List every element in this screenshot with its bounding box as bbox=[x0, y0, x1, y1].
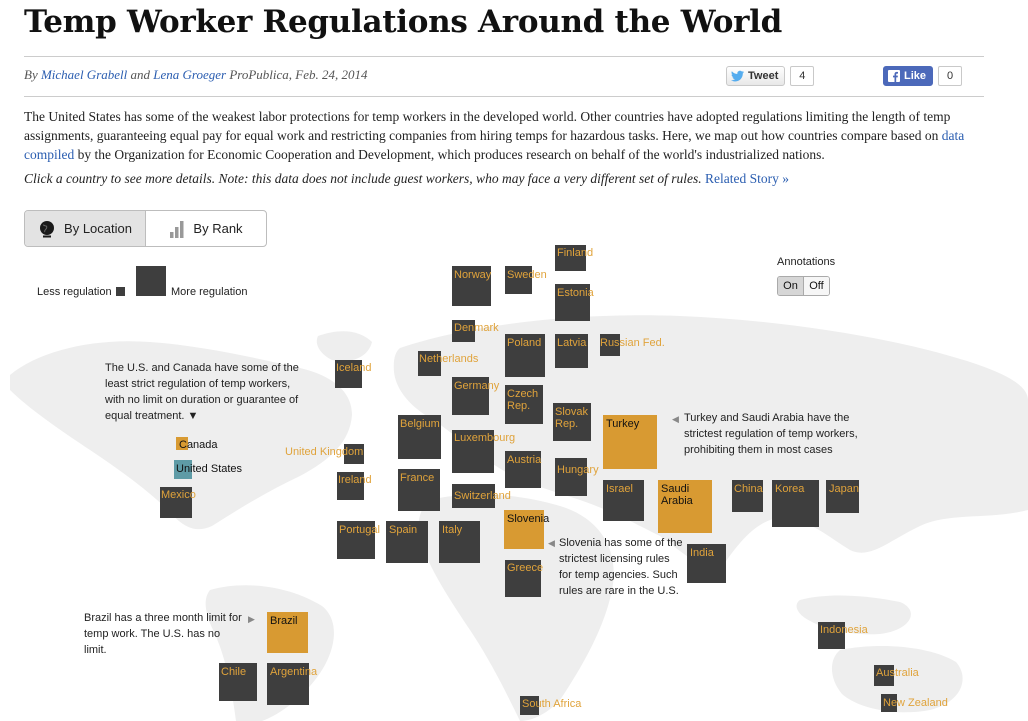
callout-us-canada: The U.S. and Canada have some of the lea… bbox=[105, 362, 299, 422]
country-latvia[interactable] bbox=[555, 334, 588, 368]
country-germany[interactable] bbox=[452, 377, 489, 415]
annotations-on-button[interactable]: On bbox=[778, 277, 804, 295]
country-india[interactable] bbox=[687, 544, 726, 583]
country-new-zealand[interactable] bbox=[881, 694, 897, 712]
intro-text-2: by the Organization for Economic Coopera… bbox=[77, 147, 825, 162]
tweet-label: Tweet bbox=[748, 70, 779, 82]
annotations-off-button[interactable]: Off bbox=[804, 277, 829, 295]
byline-source-date: ProPublica, Feb. 24, 2014 bbox=[229, 67, 368, 82]
intro-paragraph: The United States has some of the weakes… bbox=[24, 107, 984, 164]
like-label: Like bbox=[904, 70, 927, 82]
byline-prefix: By bbox=[24, 67, 38, 82]
tweet-count: 4 bbox=[790, 66, 815, 86]
author-link-grabell[interactable]: Michael Grabell bbox=[40, 67, 128, 82]
country-korea[interactable] bbox=[772, 480, 819, 527]
data-compiled-link[interactable]: data compiled bbox=[24, 128, 965, 162]
country-czech-rep[interactable] bbox=[505, 385, 543, 424]
legend-small-square bbox=[116, 287, 125, 296]
country-turkey[interactable] bbox=[603, 415, 657, 469]
country-denmark[interactable] bbox=[452, 320, 475, 342]
country-norway[interactable] bbox=[452, 266, 491, 306]
twitter-bird-icon bbox=[731, 70, 744, 82]
callout-arrow-slovenia-icon: ◀ bbox=[548, 538, 555, 548]
annotations-switch: On Off bbox=[777, 276, 830, 296]
country-ireland[interactable] bbox=[337, 472, 364, 500]
legend-less-label: Less regulation bbox=[37, 286, 112, 298]
instruction-note: Click a country to see more details. Not… bbox=[24, 171, 984, 187]
globe-icon bbox=[40, 220, 55, 237]
callout-slovenia: Slovenia has some of the strictest licen… bbox=[559, 537, 683, 597]
country-italy[interactable] bbox=[439, 521, 480, 563]
country-netherlands[interactable] bbox=[418, 351, 441, 376]
like-count: 0 bbox=[938, 66, 963, 86]
annotations-label: Annotations bbox=[777, 256, 836, 268]
like-widget: Like 0 bbox=[883, 66, 963, 86]
country-canada[interactable] bbox=[176, 437, 188, 450]
country-sweden[interactable] bbox=[505, 266, 532, 294]
country-spain[interactable] bbox=[386, 521, 428, 563]
country-greece[interactable] bbox=[505, 560, 541, 597]
country-indonesia[interactable] bbox=[818, 622, 845, 649]
country-portugal[interactable] bbox=[337, 521, 375, 559]
callout-brazil: Brazil has a three month limit for temp … bbox=[84, 612, 242, 656]
country-mexico[interactable] bbox=[160, 487, 192, 518]
country-slovenia[interactable] bbox=[504, 510, 544, 549]
by-location-label: By Location bbox=[64, 221, 132, 236]
facebook-icon bbox=[888, 70, 900, 82]
country-switzerland[interactable] bbox=[452, 484, 495, 508]
country-belgium[interactable] bbox=[398, 415, 441, 459]
country-south-africa[interactable] bbox=[520, 696, 539, 715]
bar-chart-icon bbox=[170, 220, 184, 238]
country-slovak-rep[interactable] bbox=[553, 403, 591, 441]
country-brazil[interactable] bbox=[267, 612, 308, 653]
country-argentina[interactable] bbox=[267, 663, 309, 705]
callout-arrow-turkey-icon: ◀ bbox=[672, 414, 679, 424]
byline: By Michael Grabell and Lena Groeger ProP… bbox=[24, 67, 368, 83]
country-japan[interactable] bbox=[826, 480, 859, 513]
country-estonia[interactable] bbox=[555, 284, 590, 321]
country-united-kingdom[interactable] bbox=[344, 444, 364, 464]
view-toggle: By Location By Rank bbox=[24, 210, 267, 247]
country-israel[interactable] bbox=[603, 480, 644, 521]
callout-arrow-brazil-icon: ▶ bbox=[248, 614, 255, 624]
country-france[interactable] bbox=[398, 469, 440, 511]
country-poland[interactable] bbox=[505, 334, 545, 377]
country-iceland[interactable] bbox=[335, 360, 362, 388]
country-saudi-arabia[interactable] bbox=[658, 480, 712, 533]
tweet-button[interactable]: Tweet bbox=[726, 66, 786, 86]
country-russian-fed[interactable] bbox=[600, 334, 620, 356]
byline-divider bbox=[24, 96, 984, 97]
tweet-widget: Tweet 4 bbox=[726, 66, 815, 86]
note-text: Click a country to see more details. Not… bbox=[24, 171, 702, 186]
country-luxembourg[interactable] bbox=[452, 430, 494, 473]
by-rank-label: By Rank bbox=[193, 221, 243, 236]
like-button[interactable]: Like bbox=[883, 66, 934, 86]
country-australia[interactable] bbox=[874, 665, 894, 686]
byline-and: and bbox=[130, 67, 151, 82]
header-divider bbox=[24, 56, 984, 57]
country-hungary[interactable] bbox=[555, 458, 587, 496]
country-chile[interactable] bbox=[219, 663, 257, 701]
callout-turkey-saudi: Turkey and Saudi Arabia have the stricte… bbox=[684, 412, 858, 456]
related-story-link[interactable]: Related Story » bbox=[705, 171, 790, 186]
country-finland[interactable] bbox=[555, 245, 586, 271]
country-united-states[interactable] bbox=[174, 460, 192, 479]
country-china[interactable] bbox=[732, 480, 763, 512]
by-rank-button[interactable]: By Rank bbox=[146, 211, 266, 246]
legend-large-square bbox=[136, 266, 166, 296]
intro-text-1: The United States has some of the weakes… bbox=[24, 109, 951, 143]
by-location-button[interactable]: By Location bbox=[25, 211, 146, 246]
country-austria[interactable] bbox=[505, 451, 541, 488]
page-title: Temp Worker Regulations Around the World bbox=[24, 4, 782, 40]
author-link-groeger[interactable]: Lena Groeger bbox=[153, 67, 227, 82]
legend-more-label: More regulation bbox=[171, 286, 248, 298]
